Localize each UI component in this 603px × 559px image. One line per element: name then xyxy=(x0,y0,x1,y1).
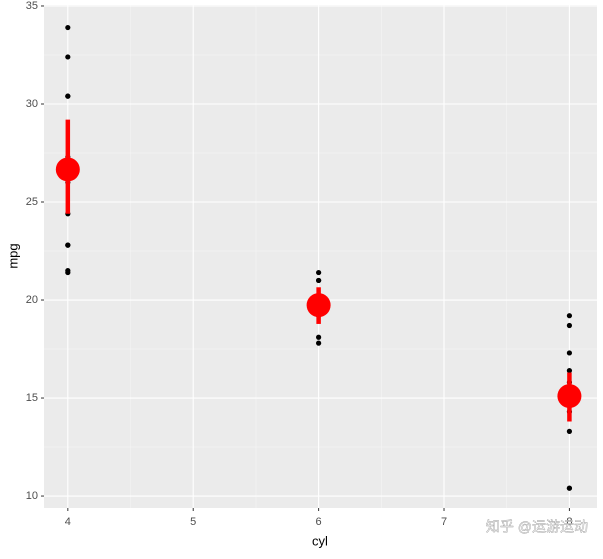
point xyxy=(65,24,71,31)
point xyxy=(316,269,322,276)
point xyxy=(65,269,71,276)
watermark: 知乎 @运游运动 xyxy=(486,519,588,535)
point xyxy=(65,54,71,60)
point xyxy=(65,242,71,248)
x-tick-label: 6 xyxy=(316,516,322,528)
point xyxy=(566,485,573,491)
y-axis-title: mpg xyxy=(5,243,20,268)
x-tick-label: 4 xyxy=(65,516,71,528)
point xyxy=(316,334,322,340)
panel xyxy=(44,5,597,508)
mean-point xyxy=(55,157,80,182)
point xyxy=(316,277,322,284)
y-tick-label: 25 xyxy=(26,196,38,208)
point xyxy=(566,350,573,356)
y-tick-label: 20 xyxy=(26,294,38,306)
y-tick-label: 15 xyxy=(26,392,38,404)
x-axis-title: cyl xyxy=(312,533,328,548)
y-tick-label: 35 xyxy=(26,0,38,12)
point xyxy=(566,313,573,319)
point xyxy=(566,367,573,374)
y-tick-label: 10 xyxy=(26,490,38,502)
x-tick-label: 8 xyxy=(566,516,572,528)
x-tick-label: 5 xyxy=(190,516,196,528)
y-tick-label: 30 xyxy=(26,98,38,110)
point xyxy=(566,428,573,434)
point xyxy=(566,322,573,329)
point xyxy=(316,340,322,346)
mean-point xyxy=(306,293,331,318)
mean-point xyxy=(557,384,582,409)
point xyxy=(65,93,71,99)
x-tick-label: 7 xyxy=(441,516,447,528)
